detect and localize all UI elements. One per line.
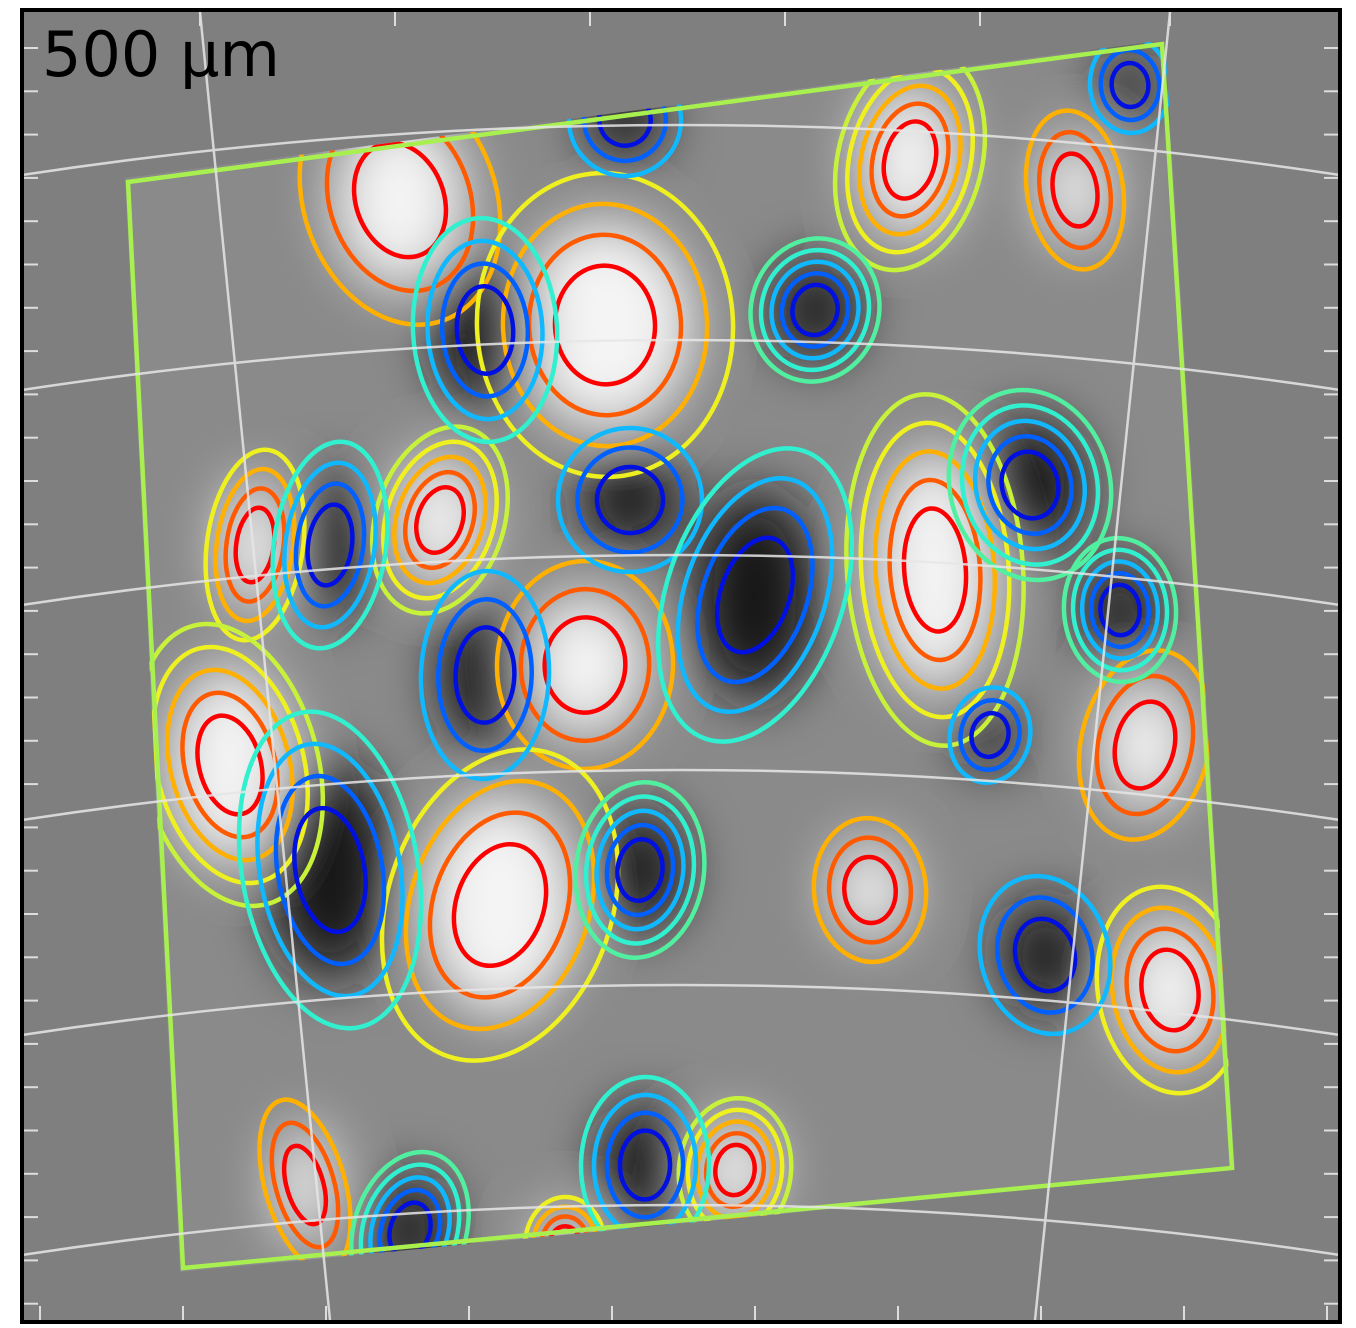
bright-region <box>1121 919 1220 1062</box>
panel-label: 500 μm <box>42 18 280 91</box>
dark-region <box>601 1105 689 1226</box>
map <box>100 30 1259 1323</box>
figure: 500 μm <box>0 0 1356 1328</box>
bright-region <box>423 795 577 1015</box>
